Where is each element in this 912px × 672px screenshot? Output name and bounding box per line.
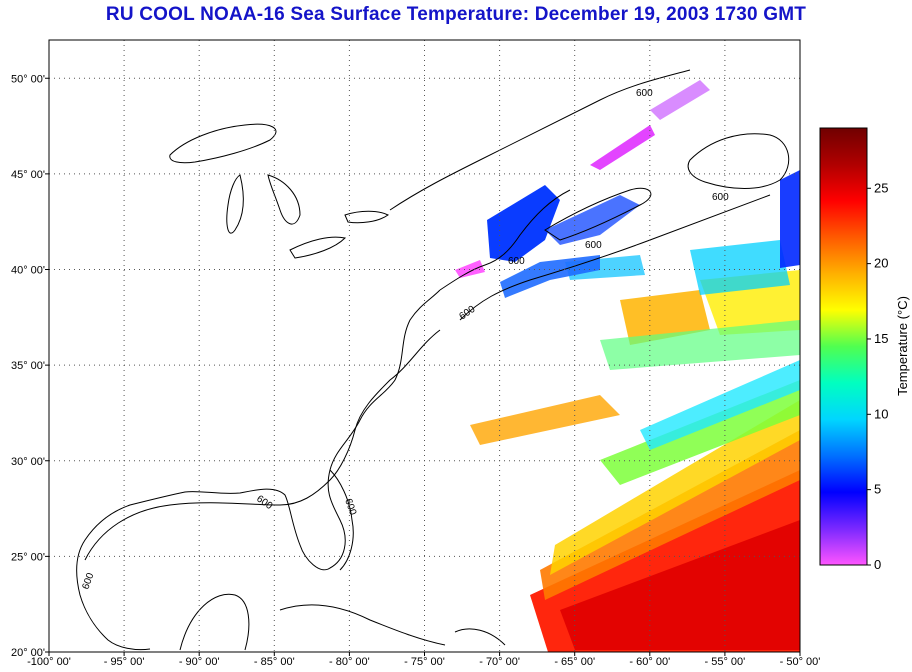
colorbar-ticks: 0 5 10 15 20 25 [867,180,888,572]
colorbar-tick-label: 20 [874,256,888,271]
great-lakes-michigan [226,174,244,234]
new-england-coast [439,189,571,291]
colorbar-tick-label: 0 [874,557,881,572]
sst-gulf-of-maine [487,185,560,262]
lon-tick-label: - 70° 00' [479,656,520,668]
sst-green-patch-2 [600,320,800,370]
great-lakes-erie [289,236,347,259]
florida-outline [329,469,354,571]
sst-yellow-band [550,400,800,575]
colorbar-tick-label: 25 [874,180,888,195]
coastline-layer [76,69,790,651]
great-lakes-huron [267,174,301,225]
lon-tick-label: - 65° 00' [554,656,595,668]
sst-hot-region [560,520,800,650]
newfoundland-outline [687,133,790,189]
lat-tick-label: 40° 00' [11,265,45,277]
great-lakes-superior [169,123,277,164]
lon-tick-label: - 85° 00' [254,656,295,668]
lat-tick-label: 25° 00' [11,551,45,563]
sst-east-blue [780,170,800,268]
contour-label: 600 [585,240,602,251]
shelf-600m-contour [84,194,771,561]
colorbar-label: Temperature (°C) [895,296,910,396]
nova-scotia-outline [544,187,652,241]
contour-label: 600 [636,88,653,99]
lon-tick-label: - 90° 00' [179,656,220,668]
lat-tick-label: 50° 00' [11,73,45,85]
hispaniola-outline [454,628,506,646]
lon-tick-label: - 75° 00' [404,656,445,668]
colorbar-ramp [819,127,868,566]
sst-cyan-patch-2 [690,240,790,295]
sst-labrador-purple [650,80,710,120]
map-title: RU COOL NOAA-16 Sea Surface Temperature:… [105,4,807,25]
lon-tick-label: -100° 00' [27,656,71,668]
colorbar-tick-label: 10 [874,406,888,421]
lon-tick-label: - 50° 00' [780,656,821,668]
yucatan-outline [179,593,250,651]
lon-tick-label: - 80° 00' [329,656,370,668]
colorbar-tick-label: 5 [874,482,881,497]
sst-data-layer [455,80,800,652]
lat-tick-label: 35° 00' [11,360,45,372]
st-lawrence-river [389,69,691,211]
lat-tick-label: 45° 00' [11,169,45,181]
contour-label: 600 [508,256,525,267]
sst-scotian-blue [545,195,640,245]
sst-gulf-stlawrence [590,125,655,170]
contour-label: 600 [712,192,729,203]
lat-tick-label: 30° 00' [11,456,45,468]
sst-orange-patch-mid [470,395,620,445]
lat-tick-label: 20° 00' [11,647,45,659]
sst-cyan-patch [640,360,800,450]
colorbar-tick-label: 15 [874,331,888,346]
us-east-coastline [76,289,441,651]
latitude-axis: 20° 00' 25° 00' 30° 00' 35° 00' 40° 00' 45° 0… [11,73,49,659]
cuba-outline [279,604,446,646]
lon-tick-label: - 95° 00' [104,656,145,668]
lon-tick-label: - 55° 00' [705,656,746,668]
longitude-axis: -100° 00' - 95° 00' - 90° 00' - 85° 00' - 80… [27,652,820,668]
colorbar: 0 5 10 15 20 25 Temperature (°C) [819,127,910,572]
lon-tick-label: - 60° 00' [629,656,670,668]
sst-magenta-patch [455,260,485,278]
graticule-grid [49,40,800,652]
great-lakes-ontario [344,210,389,224]
